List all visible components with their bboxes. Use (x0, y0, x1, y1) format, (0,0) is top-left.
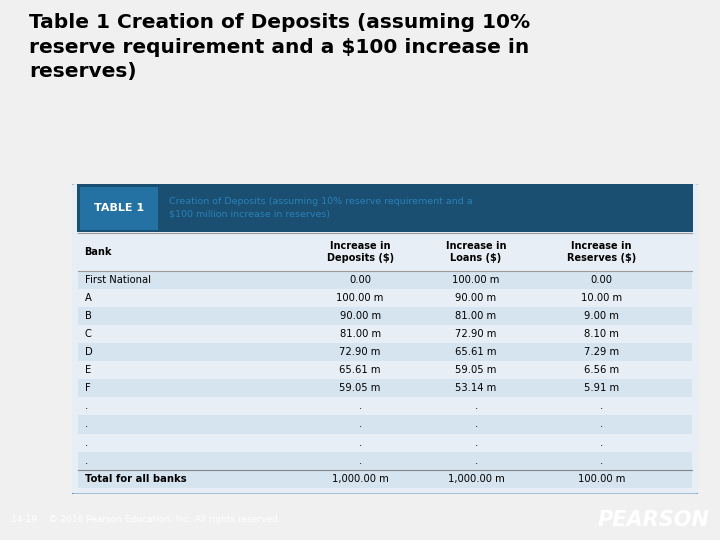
Text: First National: First National (84, 275, 150, 285)
Text: 100.00 m: 100.00 m (577, 474, 625, 484)
Text: 65.61 m: 65.61 m (339, 365, 381, 375)
Text: .: . (474, 401, 477, 411)
Bar (78, 343, 692, 361)
Text: 14-19    © 2016 Pearson Education, Inc. All rights reserved.: 14-19 © 2016 Pearson Education, Inc. All… (11, 515, 281, 524)
Bar (78, 415, 692, 434)
Text: 72.90 m: 72.90 m (455, 329, 497, 339)
Text: 59.05 m: 59.05 m (455, 365, 497, 375)
Text: .: . (474, 456, 477, 465)
Text: 0.00: 0.00 (590, 275, 612, 285)
Text: 90.00 m: 90.00 m (340, 311, 381, 321)
Text: .: . (600, 437, 603, 448)
Bar (78, 325, 692, 343)
Text: 100.00 m: 100.00 m (452, 275, 500, 285)
Text: Bank: Bank (84, 247, 112, 257)
Text: 72.90 m: 72.90 m (339, 347, 381, 357)
Text: .: . (600, 420, 603, 429)
Text: 10.00 m: 10.00 m (581, 293, 622, 303)
Bar (78, 379, 692, 397)
Text: 1,000.00 m: 1,000.00 m (332, 474, 389, 484)
Text: Creation of Deposits (assuming 10% reserve requirement and a
$100 million increa: Creation of Deposits (assuming 10% reser… (169, 197, 473, 218)
Bar (78, 361, 692, 379)
Text: Increase in
Deposits ($): Increase in Deposits ($) (327, 241, 394, 263)
Text: .: . (359, 437, 361, 448)
Text: .: . (84, 437, 88, 448)
Text: 81.00 m: 81.00 m (340, 329, 381, 339)
Bar (78, 271, 692, 289)
Bar (78, 434, 692, 451)
Text: 81.00 m: 81.00 m (456, 311, 497, 321)
Text: F: F (84, 383, 90, 393)
Bar (78, 307, 692, 325)
Text: .: . (359, 401, 361, 411)
Text: D: D (84, 347, 92, 357)
Bar (78, 289, 692, 307)
Text: 8.10 m: 8.10 m (584, 329, 618, 339)
Text: 59.05 m: 59.05 m (339, 383, 381, 393)
Text: .: . (474, 437, 477, 448)
Bar (78, 451, 692, 470)
Text: .: . (600, 401, 603, 411)
Text: 1,000.00 m: 1,000.00 m (448, 474, 505, 484)
Text: Increase in
Loans ($): Increase in Loans ($) (446, 241, 506, 263)
Text: 7.29 m: 7.29 m (584, 347, 619, 357)
Text: A: A (84, 293, 91, 303)
Text: TABLE 1: TABLE 1 (94, 202, 144, 213)
Text: 100.00 m: 100.00 m (336, 293, 384, 303)
Text: Total for all banks: Total for all banks (84, 474, 186, 484)
Text: .: . (359, 456, 361, 465)
Text: Table 1 Creation of Deposits (assuming 10%
reserve requirement and a $100 increa: Table 1 Creation of Deposits (assuming 1… (29, 14, 530, 81)
Bar (79, 187, 158, 230)
Text: 6.56 m: 6.56 m (584, 365, 619, 375)
Text: B: B (84, 311, 91, 321)
Text: .: . (84, 401, 88, 411)
Text: 90.00 m: 90.00 m (456, 293, 497, 303)
Text: .: . (359, 420, 361, 429)
Text: 0.00: 0.00 (349, 275, 371, 285)
Bar (78, 397, 692, 415)
Text: PEARSON: PEARSON (597, 510, 709, 530)
Bar (77, 184, 693, 232)
Text: .: . (84, 420, 88, 429)
Text: 5.91 m: 5.91 m (584, 383, 619, 393)
Text: .: . (474, 420, 477, 429)
FancyBboxPatch shape (70, 183, 701, 495)
Text: 53.14 m: 53.14 m (456, 383, 497, 393)
Text: Increase in
Reserves ($): Increase in Reserves ($) (567, 241, 636, 263)
Text: .: . (600, 456, 603, 465)
Text: .: . (84, 456, 88, 465)
Text: E: E (84, 365, 91, 375)
Text: 65.61 m: 65.61 m (455, 347, 497, 357)
Text: C: C (84, 329, 91, 339)
Bar (78, 470, 692, 488)
Text: 9.00 m: 9.00 m (584, 311, 618, 321)
